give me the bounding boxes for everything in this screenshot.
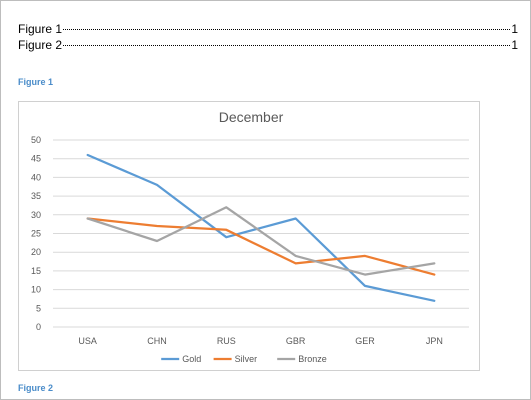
toc-dot-leader: [63, 45, 511, 46]
legend-label-bronze: Bronze: [298, 354, 327, 364]
y-tick-label: 45: [31, 154, 41, 164]
toc-entry-figure-2[interactable]: Figure 2 1: [18, 37, 518, 53]
x-tick-label: RUS: [217, 336, 236, 346]
y-tick-label: 5: [36, 303, 41, 313]
line-chart: December 0 5 10 15 20 25 30 35 40 45 50 USA CHN RUS GB…: [31, 109, 469, 364]
y-tick-label: 20: [31, 247, 41, 257]
legend-label-silver: Silver: [235, 354, 258, 364]
x-tick-label: GER: [355, 336, 375, 346]
toc-entry-label: Figure 1: [18, 22, 63, 36]
chart-container[interactable]: December 0 5 10 15 20 25 30 35 40 45 50 USA CHN RUS GB…: [18, 101, 480, 371]
series-line-silver: [86, 217, 436, 276]
y-tick-label: 25: [31, 229, 41, 239]
x-tick-label: CHN: [147, 336, 167, 346]
x-tick-label: USA: [78, 336, 97, 346]
series-line-bronze: [86, 206, 436, 276]
table-of-figures: Figure 1 1 Figure 2 1: [18, 21, 518, 53]
chart-title: December: [219, 109, 284, 125]
toc-entry-label: Figure 2: [18, 38, 63, 52]
x-tick-label: GBR: [286, 336, 306, 346]
x-tick-label: JPN: [426, 336, 443, 346]
toc-entry-page-number: 1: [511, 38, 518, 52]
y-tick-label: 0: [36, 322, 41, 332]
y-tick-label: 10: [31, 285, 41, 295]
y-tick-label: 35: [31, 191, 41, 201]
y-tick-label: 30: [31, 210, 41, 220]
figure-1-caption: Figure 1: [18, 77, 54, 87]
toc-dot-leader: [63, 29, 511, 30]
y-tick-label: 40: [31, 172, 41, 182]
toc-entry-figure-1[interactable]: Figure 1 1: [18, 21, 518, 37]
figure-2-caption: Figure 2: [18, 383, 54, 393]
y-tick-label: 15: [31, 266, 41, 276]
legend-label-gold: Gold: [182, 354, 201, 364]
toc-entry-page-number: 1: [511, 22, 518, 36]
series-line-gold: [86, 153, 436, 302]
y-tick-label: 50: [31, 135, 41, 145]
